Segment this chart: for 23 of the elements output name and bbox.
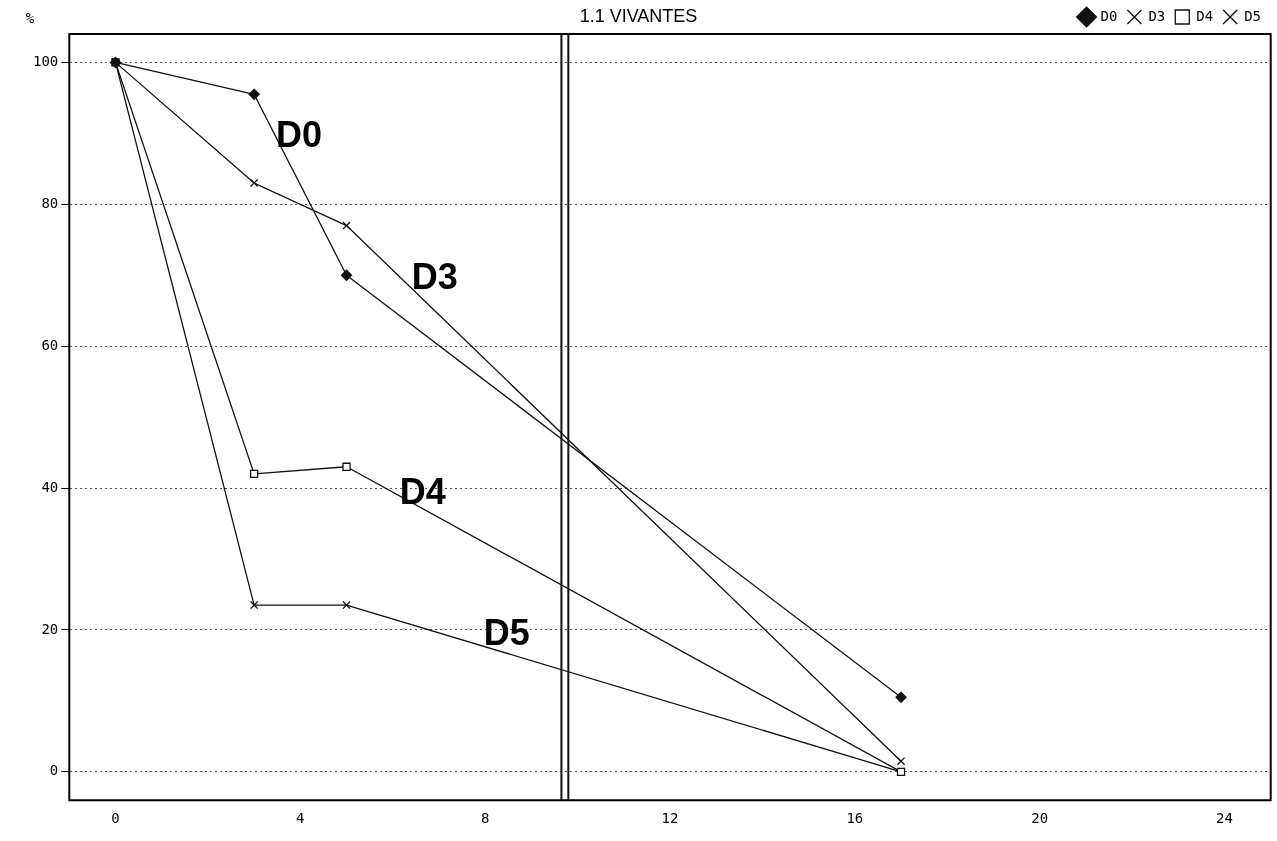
legend-label: D4	[1196, 7, 1214, 24]
x-tick-label: 4	[296, 810, 305, 827]
x-tick-label: 12	[661, 810, 679, 827]
annotation: D5	[483, 612, 530, 654]
x-tick-label: 20	[1031, 810, 1049, 827]
y-tick-label: 20	[41, 620, 59, 637]
y-tick-label: 100	[32, 53, 59, 70]
legend-label: D3	[1148, 7, 1166, 24]
x-tick-label: 24	[1216, 810, 1233, 827]
x-tick-label: 16	[846, 810, 864, 827]
annotation: D0	[275, 114, 322, 156]
y-axis-title: %	[25, 9, 35, 26]
annotation: D4	[399, 470, 446, 512]
legend-label: D5	[1244, 7, 1261, 24]
annotation: D3	[411, 256, 458, 298]
chart-title: 1.1 VIVANTES	[579, 6, 698, 26]
x-tick-label: 8	[480, 810, 490, 827]
y-tick-label: 80	[41, 194, 59, 211]
y-tick-label: 40	[41, 478, 59, 495]
legend-label: D0	[1100, 7, 1118, 24]
x-tick-label: 0	[111, 810, 120, 827]
y-tick-label: 60	[41, 336, 59, 353]
y-tick-label: 0	[49, 762, 59, 779]
